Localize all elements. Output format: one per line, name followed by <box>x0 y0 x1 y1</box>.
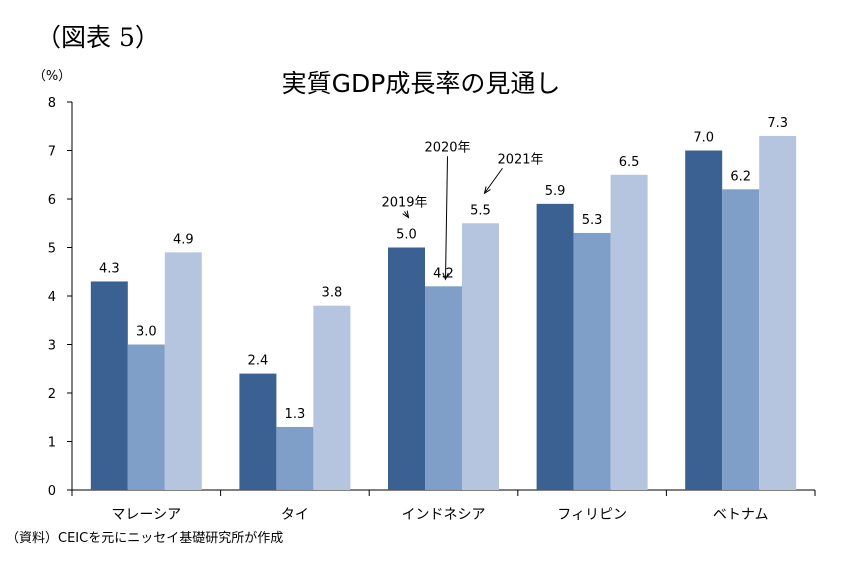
bar <box>759 135 797 490</box>
y-tick-label: 3 <box>48 339 56 354</box>
annotation-arrowhead <box>402 210 410 219</box>
bar <box>462 223 499 490</box>
x-tick-label: マレーシア <box>111 507 181 523</box>
bar <box>573 232 611 490</box>
bar <box>722 189 760 491</box>
y-tick-label: 5 <box>48 242 56 257</box>
y-tick-label: 7 <box>48 145 56 160</box>
data-label: 5.9 <box>545 184 566 199</box>
x-tick-label: インドネシア <box>402 507 486 523</box>
data-label: 6.5 <box>619 155 640 170</box>
bar <box>536 203 574 490</box>
data-label: 4.3 <box>99 261 120 276</box>
series-annotation: 2021年 <box>497 152 543 167</box>
bar <box>388 247 425 490</box>
y-tick-label: 8 <box>48 96 56 111</box>
data-label: 3.0 <box>136 325 157 340</box>
bar <box>239 373 277 490</box>
data-label: 5.3 <box>582 213 603 228</box>
data-label: 3.8 <box>322 286 343 301</box>
x-tick-label: ベトナム <box>713 507 769 523</box>
source-note: （資料）CEICを元にニッセイ基礎研究所が作成 <box>6 531 284 546</box>
chart-title: 実質GDP成長率の見通し <box>282 69 561 98</box>
bar <box>90 281 128 490</box>
figure-label: （図表 5） <box>36 23 160 52</box>
series-annotation: 2020年 <box>424 140 470 155</box>
data-label: 5.0 <box>396 228 417 243</box>
x-tick-label: タイ <box>281 507 309 523</box>
bar <box>685 150 723 490</box>
data-label: 5.5 <box>470 203 491 218</box>
bar <box>276 426 314 490</box>
y-tick-label: 0 <box>48 484 56 499</box>
y-tick-label: 2 <box>48 387 56 402</box>
bar <box>127 344 165 490</box>
data-label: 7.0 <box>693 131 714 146</box>
series-annotation: 2019年 <box>381 196 427 211</box>
y-tick-label: 1 <box>48 436 56 451</box>
y-tick-label: 6 <box>48 193 56 208</box>
data-label: 4.9 <box>173 232 194 247</box>
bar <box>164 252 202 490</box>
y-axis-unit: （%） <box>33 69 71 84</box>
bar <box>313 305 351 490</box>
x-tick-label: フィリピン <box>557 507 627 523</box>
data-label: 1.3 <box>285 407 306 422</box>
annotation-arrow <box>445 156 448 280</box>
data-label: 6.2 <box>730 169 751 184</box>
y-tick-label: 4 <box>48 290 56 305</box>
annotation-arrowhead <box>483 186 491 195</box>
data-label: 7.3 <box>767 116 788 131</box>
annotation-arrowhead <box>442 272 449 281</box>
data-label: 2.4 <box>248 354 269 369</box>
bar <box>425 286 462 490</box>
bar <box>610 174 648 490</box>
annotation-arrow <box>484 167 503 194</box>
